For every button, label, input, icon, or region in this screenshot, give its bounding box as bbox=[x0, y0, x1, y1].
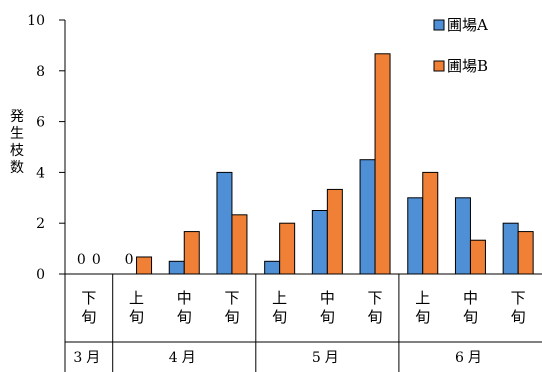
axes bbox=[64, 20, 542, 372]
dekad-label-6-0: 下 bbox=[368, 289, 383, 307]
month-label-3: 6月 bbox=[455, 350, 486, 366]
data-label-2: 0 bbox=[125, 252, 134, 268]
bar-a-4 bbox=[264, 260, 281, 275]
month-label-2: 5月 bbox=[312, 350, 343, 366]
dekad-label-6-1: 旬 bbox=[368, 308, 383, 326]
dekad-label-7-0: 上 bbox=[415, 289, 430, 307]
dekad-label-0-1: 旬 bbox=[81, 308, 96, 326]
legend-label-1: 圃場B bbox=[447, 57, 488, 75]
legend: 圃場A 圃場B bbox=[433, 16, 488, 75]
dekad-label-9-0: 下 bbox=[511, 289, 526, 307]
y-tick-label-5: 10 bbox=[27, 13, 45, 29]
dekad-label-3-0: 下 bbox=[224, 289, 239, 307]
bar-b-2 bbox=[183, 231, 200, 275]
bar-a-8 bbox=[454, 197, 471, 275]
dekad-label-2-0: 中 bbox=[177, 289, 192, 307]
legend-label-0: 圃場A bbox=[447, 16, 488, 34]
y-axis-ticks: 0 2 4 6 8 10 bbox=[27, 13, 65, 283]
legend-swatch-0 bbox=[433, 19, 445, 31]
bar-b-1 bbox=[136, 256, 153, 275]
dekad-label-9-1: 旬 bbox=[511, 308, 526, 326]
legend-swatch-1 bbox=[433, 60, 445, 72]
y-tick-label-1: 2 bbox=[36, 216, 45, 232]
dekad-label-8-1: 旬 bbox=[463, 308, 478, 326]
y-tick-label-4: 8 bbox=[36, 64, 45, 80]
bar-b-5 bbox=[326, 188, 343, 275]
bar-b-9 bbox=[517, 231, 534, 275]
dekad-label-5-0: 中 bbox=[320, 289, 335, 307]
dekad-label-2-1: 旬 bbox=[177, 308, 192, 326]
bar-a-7 bbox=[407, 197, 424, 275]
bars bbox=[136, 53, 534, 275]
bar-b-6 bbox=[374, 53, 391, 275]
dekad-label-3-1: 旬 bbox=[224, 308, 239, 326]
dekad-label-4-1: 旬 bbox=[272, 308, 287, 326]
bar-b-7 bbox=[422, 171, 439, 275]
bar-a-5 bbox=[311, 210, 328, 275]
y-axis-label-char-0: 発 bbox=[10, 109, 24, 125]
dekad-label-4-0: 上 bbox=[272, 289, 287, 307]
dekad-label-0-0: 下 bbox=[81, 289, 96, 307]
y-tick-label-2: 4 bbox=[36, 165, 45, 181]
y-tick-label-3: 6 bbox=[36, 115, 45, 131]
bar-b-8 bbox=[469, 239, 486, 275]
month-label-0: 3月 bbox=[73, 350, 104, 366]
bar-a-2 bbox=[168, 260, 185, 275]
bar-a-6 bbox=[359, 159, 376, 275]
data-label-1: 0 bbox=[92, 252, 101, 268]
data-label-0: 0 bbox=[77, 252, 86, 268]
bar-b-3 bbox=[231, 214, 248, 275]
dekad-label-1-1: 旬 bbox=[129, 308, 144, 326]
bar-a-3 bbox=[216, 171, 233, 275]
bar-b-4 bbox=[279, 222, 296, 275]
dekad-label-1-0: 上 bbox=[129, 289, 144, 307]
dekad-label-7-1: 旬 bbox=[415, 308, 430, 326]
bar-a-9 bbox=[502, 222, 519, 275]
y-axis-label-char-3: 数 bbox=[10, 160, 24, 176]
dekad-label-8-0: 中 bbox=[463, 289, 478, 307]
month-label-1: 4月 bbox=[169, 350, 200, 366]
dekad-label-5-1: 旬 bbox=[320, 308, 335, 326]
y-axis-label-char-2: 枝 bbox=[10, 143, 24, 159]
y-tick-label-0: 0 bbox=[36, 267, 45, 283]
y-axis-label: 発生枝数 bbox=[10, 109, 24, 176]
y-axis-label-char-1: 生 bbox=[10, 126, 24, 142]
